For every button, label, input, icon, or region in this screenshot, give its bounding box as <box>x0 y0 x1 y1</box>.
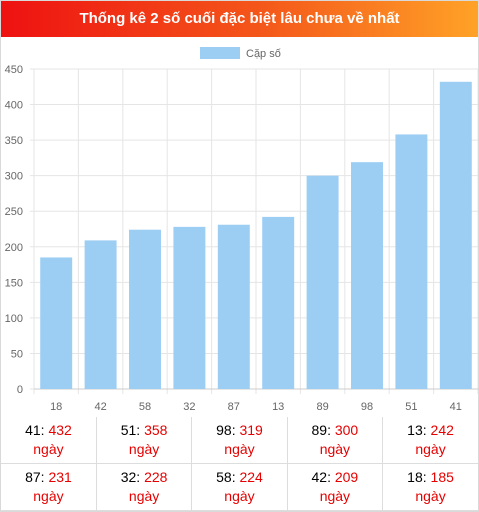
y-tick-label: 150 <box>5 277 23 289</box>
stats-cell: 41: 432 ngày <box>1 417 97 464</box>
y-tick-label: 100 <box>5 313 23 325</box>
bar-18 <box>40 257 73 389</box>
page-title: Thống kê 2 số cuối đặc biệt lâu chưa về … <box>1 1 478 37</box>
separator: : <box>327 469 335 485</box>
pair-number: 51 <box>120 422 137 438</box>
days-value: 228 <box>144 469 168 485</box>
days-value: 358 <box>144 422 168 438</box>
x-tick-label: 58 <box>139 401 151 413</box>
bar-58 <box>129 229 161 389</box>
bar-89 <box>306 175 339 389</box>
x-tick-label: 42 <box>94 401 106 413</box>
days-unit: ngày <box>128 441 160 457</box>
pair-number: 18 <box>407 469 423 485</box>
stats-cell: 42: 209 ngày <box>286 463 384 511</box>
pair-number: 32 <box>120 469 137 485</box>
y-tick-label: 350 <box>5 135 23 147</box>
stats-cell: 51: 358 ngày <box>95 417 193 464</box>
pair-number: 42 <box>311 469 328 485</box>
days-unit: ngày <box>415 488 446 504</box>
stats-cell: 98: 319 ngày <box>191 417 288 464</box>
days-unit: ngày <box>33 441 64 457</box>
days-value: 319 <box>239 422 263 438</box>
days-value: 185 <box>430 469 454 485</box>
stats-cell: 87: 231 ngày <box>1 463 97 511</box>
stats-cell: 32: 228 ngày <box>95 463 193 511</box>
stats-cell: 13: 242 ngày <box>382 417 478 464</box>
days-value: 432 <box>48 422 72 438</box>
days-value: 300 <box>334 422 359 438</box>
x-tick-label: 18 <box>50 401 62 413</box>
bar-87 <box>217 224 250 389</box>
separator: : <box>40 422 49 438</box>
y-tick-label: 400 <box>5 100 23 112</box>
pair-number: 58 <box>216 469 232 485</box>
bar-41 <box>439 81 472 390</box>
x-tick-label: 89 <box>316 401 328 413</box>
separator: : <box>136 422 145 438</box>
stats-row: 87: 231 ngày 32: 228 ngày 58: 224 ngày 42: 209… <box>1 463 478 511</box>
separator: : <box>40 469 49 485</box>
stats-cell: 18: 185 ngày <box>382 463 478 511</box>
days-unit: ngày <box>319 488 351 504</box>
y-tick-label: 450 <box>5 64 23 76</box>
x-tick-label: 13 <box>272 401 284 413</box>
separator: : <box>231 422 240 438</box>
days-unit: ngày <box>415 441 446 457</box>
separator: : <box>327 422 335 438</box>
x-tick-label: 98 <box>361 401 373 413</box>
y-tick-label: 0 <box>17 384 23 396</box>
days-value: 209 <box>334 469 359 485</box>
bar-32 <box>173 226 206 389</box>
bar-42 <box>84 240 117 389</box>
legend-swatch <box>200 47 240 59</box>
days-unit: ngày <box>224 488 255 504</box>
stats-table: 41: 432 ngày 51: 358 ngày 98: 319 ngày 89: 300… <box>1 417 478 511</box>
pair-number: 41 <box>25 422 41 438</box>
stats-cell: 89: 300 ngày <box>286 417 384 464</box>
pair-number: 98 <box>216 422 232 438</box>
y-tick-label: 200 <box>5 242 23 254</box>
days-unit: ngày <box>128 488 160 504</box>
separator: : <box>422 422 431 438</box>
legend-label: Cặp số <box>246 48 281 60</box>
separator: : <box>422 469 431 485</box>
separator: : <box>231 469 240 485</box>
bar-13 <box>262 216 295 389</box>
pair-number: 13 <box>407 422 423 438</box>
days-unit: ngày <box>319 441 351 457</box>
pair-number: 87 <box>25 469 41 485</box>
days-value: 231 <box>48 469 72 485</box>
x-tick-label: 32 <box>183 401 195 413</box>
x-tick-label: 87 <box>228 401 240 413</box>
x-tick-label: 51 <box>405 401 417 413</box>
stats-row: 41: 432 ngày 51: 358 ngày 98: 319 ngày 89: 300… <box>1 417 478 464</box>
pair-number: 89 <box>311 422 328 438</box>
days-value: 242 <box>430 422 454 438</box>
stats-cell: 58: 224 ngày <box>191 463 288 511</box>
bar-51 <box>395 134 428 389</box>
y-tick-label: 250 <box>5 206 23 218</box>
x-tick-label: 41 <box>450 401 462 413</box>
bar-98 <box>351 162 383 389</box>
y-tick-label: 50 <box>11 348 23 360</box>
days-value: 224 <box>239 469 263 485</box>
days-unit: ngày <box>33 488 64 504</box>
separator: : <box>136 469 145 485</box>
chart-area: Cặp số 0 50 100 150 200 250 300 350 400 450 18 42 58 3… <box>1 37 478 417</box>
days-unit: ngày <box>224 441 255 457</box>
bar-chart: Cặp số 0 50 100 150 200 250 300 350 400 450 18 42 58 3… <box>5 47 478 413</box>
y-tick-label: 300 <box>5 171 23 183</box>
